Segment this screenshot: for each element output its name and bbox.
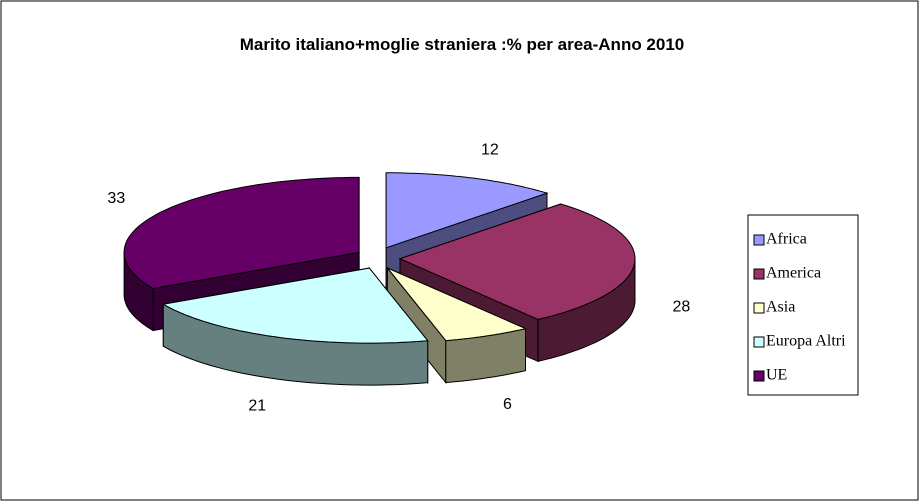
legend-label: Asia — [766, 299, 795, 316]
slice — [123, 176, 360, 290]
chart-title: Marito italiano+moglie straniera :% per … — [240, 35, 685, 54]
legend-box — [747, 214, 859, 396]
slice — [161, 267, 429, 344]
legend-swatch — [753, 268, 765, 280]
data-label: 21 — [248, 398, 266, 415]
slice — [398, 203, 636, 320]
data-label: 12 — [481, 141, 499, 158]
legend-swatch — [753, 336, 765, 348]
legend-swatch — [753, 370, 765, 382]
data-label: 33 — [107, 190, 125, 207]
legend-swatch — [753, 234, 765, 246]
legend-swatch — [753, 302, 765, 314]
slice — [387, 267, 528, 342]
legend-label: UE — [766, 367, 787, 384]
legend-label: America — [766, 265, 821, 282]
legend-label: Europa Altri — [766, 333, 846, 350]
data-label: 28 — [673, 299, 691, 316]
slice — [385, 172, 549, 249]
data-label: 6 — [503, 396, 512, 413]
legend-label: Africa — [766, 231, 807, 248]
